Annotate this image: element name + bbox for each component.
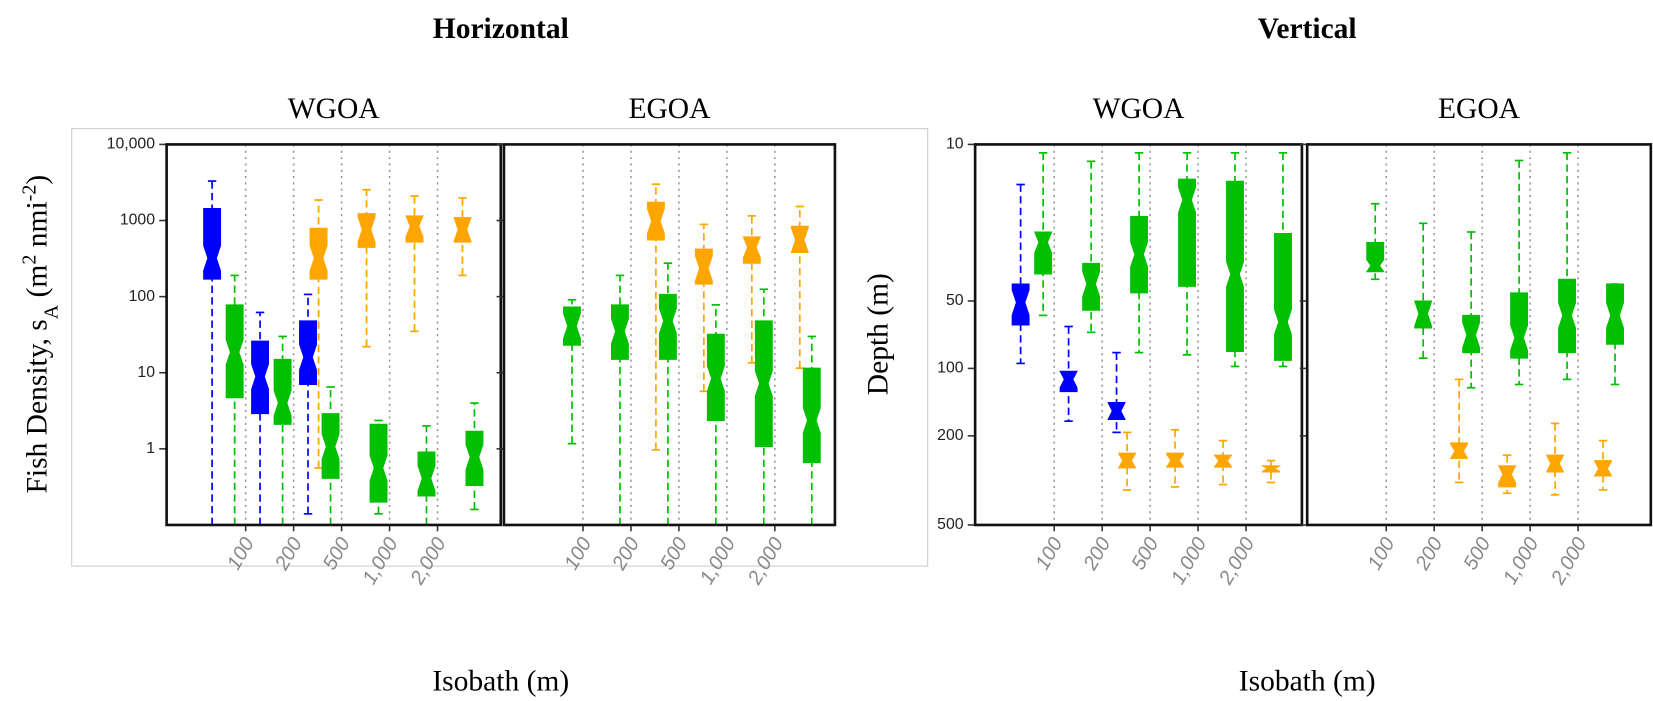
box (610, 304, 629, 360)
box (1082, 262, 1101, 311)
y-axis-label-part: -2 (18, 185, 40, 202)
y-tick-label: 1000 (120, 212, 155, 229)
x-tick-label: 200 (608, 534, 644, 575)
box (203, 207, 222, 280)
box (802, 367, 821, 464)
y-axis-label: Depth (m) (863, 273, 895, 395)
box (1365, 241, 1385, 273)
x-tick-label: 500 (1127, 534, 1163, 574)
y-tick-label: 500 (937, 516, 964, 533)
box (742, 236, 762, 264)
x-tick-label: 2,000 (1547, 534, 1592, 589)
y-tick-label: 10 (137, 364, 155, 381)
box (694, 248, 713, 285)
x-tick-label: 2,000 (1215, 534, 1260, 589)
x-tick-label: 200 (1411, 534, 1447, 575)
y-tick-label: 200 (937, 427, 964, 444)
box (273, 358, 292, 425)
box (321, 413, 340, 479)
y-tick-label: 100 (937, 360, 964, 377)
x-tick-label: 500 (319, 534, 355, 574)
box (1274, 233, 1292, 361)
box (417, 451, 436, 497)
panel-title: WGOA (1093, 93, 1185, 125)
panel-frame (973, 143, 1304, 527)
panel-frame (1305, 143, 1653, 527)
box (1510, 292, 1529, 359)
box (1178, 178, 1197, 287)
panel-title: WGOA (288, 93, 380, 125)
box (1059, 370, 1078, 393)
y-axis-label-part: ) (21, 175, 53, 185)
y-tick-label: 10,000 (107, 136, 156, 153)
x-tick-label: 200 (270, 534, 306, 575)
box (1497, 465, 1517, 488)
box (465, 430, 484, 487)
x-tick-label: 100 (1032, 534, 1068, 574)
y-axis-label-part: 2 (18, 255, 40, 265)
box (658, 293, 677, 360)
x-tick-label: 500 (656, 534, 692, 574)
box (706, 333, 725, 421)
y-axis-label-part: A (40, 304, 62, 319)
x-tick-label: 1,000 (696, 534, 740, 588)
x-tick-label: 100 (223, 534, 259, 574)
y-tick-label: 100 (129, 288, 156, 305)
panel-frame (165, 143, 503, 527)
box (1606, 283, 1624, 345)
y-axis-label-part: nmi (21, 201, 53, 254)
group-title: Horizontal (433, 13, 569, 45)
box (1011, 283, 1030, 326)
group-border (71, 128, 929, 567)
box (357, 213, 376, 248)
box (1033, 231, 1053, 275)
x-tick-label: 100 (560, 534, 596, 574)
x-axis-label: Isobath (m) (1239, 665, 1376, 697)
y-axis-label: Fish Density, sA (m2 nmi-2) (18, 175, 62, 494)
x-tick-label: 1,000 (1167, 534, 1211, 588)
box (1226, 180, 1244, 352)
panel-title: EGOA (628, 93, 711, 125)
box (251, 340, 270, 415)
box (225, 304, 244, 399)
box (1414, 300, 1433, 329)
box (405, 215, 424, 243)
box (369, 423, 388, 503)
box (309, 227, 328, 280)
box (790, 225, 809, 254)
y-tick-label: 10 (946, 136, 964, 153)
y-axis-label-part: Depth (m) (863, 273, 895, 395)
box (1462, 314, 1481, 354)
x-axis-label: Isobath (m) (432, 665, 569, 697)
group-title: Vertical (1258, 13, 1357, 45)
y-tick-label: 1 (146, 440, 155, 457)
x-tick-label: 200 (1079, 534, 1115, 575)
box (299, 320, 317, 386)
x-tick-label: 1,000 (1499, 534, 1543, 588)
y-axis-label-part: (m (21, 265, 53, 305)
x-tick-label: 2,000 (406, 534, 451, 589)
y-tick-label: 50 (946, 292, 964, 309)
x-tick-label: 500 (1460, 534, 1496, 574)
x-tick-label: 2,000 (743, 534, 788, 589)
panel-frame (502, 143, 837, 527)
y-axis-label-part: Fish Density, s (21, 319, 53, 493)
panel-title: EGOA (1438, 93, 1521, 125)
x-tick-label: 100 (1364, 534, 1400, 574)
x-tick-label: 1,000 (359, 534, 403, 588)
